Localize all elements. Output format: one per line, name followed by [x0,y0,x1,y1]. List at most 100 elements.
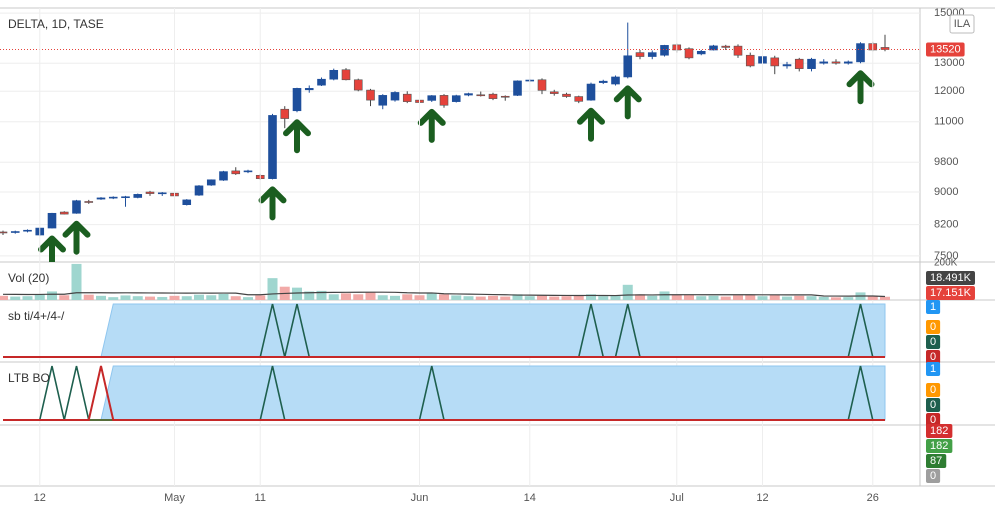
candle-body [464,93,473,96]
axis-tag [926,383,941,397]
axis-tag-label: 0 [930,321,936,333]
currency-label: ILA [954,18,971,30]
axis-tag-label: 0 [930,414,936,426]
signal-arrow [613,85,642,120]
candle-body [647,52,657,57]
signal-arrow [846,70,875,105]
candle-body [72,200,81,214]
volume-bar [880,296,890,300]
candle-body [23,229,32,232]
candle-body [721,45,731,48]
volume-bar [659,291,670,300]
candle-body [819,61,829,64]
candle-body [549,91,559,94]
axis-tag-label: 1 [930,363,936,375]
volume-bar [671,295,682,300]
volume-bar [622,284,633,300]
volume-bar [181,296,192,300]
volume-bar [414,295,425,300]
candle-body [537,79,547,91]
axis-tag [926,286,975,300]
candle-body [476,94,486,97]
candle-body [451,95,461,102]
volume-bar [512,294,523,300]
volume-bar [684,294,694,300]
signal-line [3,365,885,421]
signal-arrow [577,107,605,142]
volume-bar [243,297,253,300]
y-tick-label: 9800 [934,156,958,168]
x-tick-label: Jul [670,492,684,504]
volume-bar [96,295,106,300]
candle-body [366,89,375,101]
candle-body [231,170,241,175]
volume-bar [794,295,805,300]
volume-bar [598,296,609,300]
volume-bar [47,291,57,300]
signal-area [3,365,886,421]
axis-tag [926,413,941,427]
volume-bar [83,294,94,300]
candle-body [390,92,400,101]
volume-bar [145,296,155,300]
volume-bar [108,297,119,300]
axis-tag-label: 17.151K [930,287,972,299]
axis-tag-label: 13520 [930,43,961,55]
volume-bar [635,294,645,300]
candle-body [47,212,57,229]
axis-tag [926,454,947,468]
pane-title: Vol (20) [8,271,49,285]
volume-bar [708,295,719,300]
axis-tag [926,335,941,349]
volume-bar [10,296,21,300]
x-tick-label: 11 [255,492,266,504]
candle-body [268,115,277,179]
volume-bar [402,294,413,300]
y-tick-label: 8200 [934,219,958,231]
volume-bar [745,294,756,300]
x-tick-label: May [164,492,185,504]
volume-bar [500,296,511,300]
x-tick-label: 12 [756,492,768,504]
volume-bar [696,296,707,300]
y-tick-label: 13000 [934,57,965,69]
candle-body [488,93,498,99]
volume-ma-line [2,291,886,298]
volume-bar [549,296,560,300]
axis-tag-label: 0 [930,470,936,482]
volume-bar [120,295,131,300]
axis-tag-label: 0 [930,399,936,411]
candle-body [427,95,437,101]
volume-bar [439,294,449,300]
volume-bar [267,278,278,300]
axis-tag-label: 0 [930,351,936,363]
volume-bar [561,296,572,300]
candle-body [353,79,363,91]
volume-bar [782,296,792,300]
volume-bar [573,295,584,300]
volume-bar [610,295,621,300]
signal-arrow [258,186,287,221]
signal-area [3,303,886,358]
volume-bar [524,296,535,300]
pane-title: sb ti/4+/4-/ [8,309,65,323]
pane-title: DELTA, 1D, TASE [8,17,104,31]
candle-body [329,69,339,80]
axis-tag [926,398,941,412]
axis-tag-label: 18.491K [930,272,972,284]
candle-body [145,191,155,194]
y-tick-label: 9000 [934,186,958,198]
volume-bar [365,292,376,300]
x-tick-label: 26 [867,492,879,504]
candle-body [439,95,449,106]
signal-arrow [417,108,446,143]
volume-bar [451,295,462,300]
volume-bar [647,295,658,300]
candle-body [794,58,804,69]
volume-bar [818,296,829,300]
axis-tag [926,469,941,483]
candle-body [0,231,8,234]
candle-body [500,95,510,98]
y-tick-label: 7500 [934,250,958,262]
